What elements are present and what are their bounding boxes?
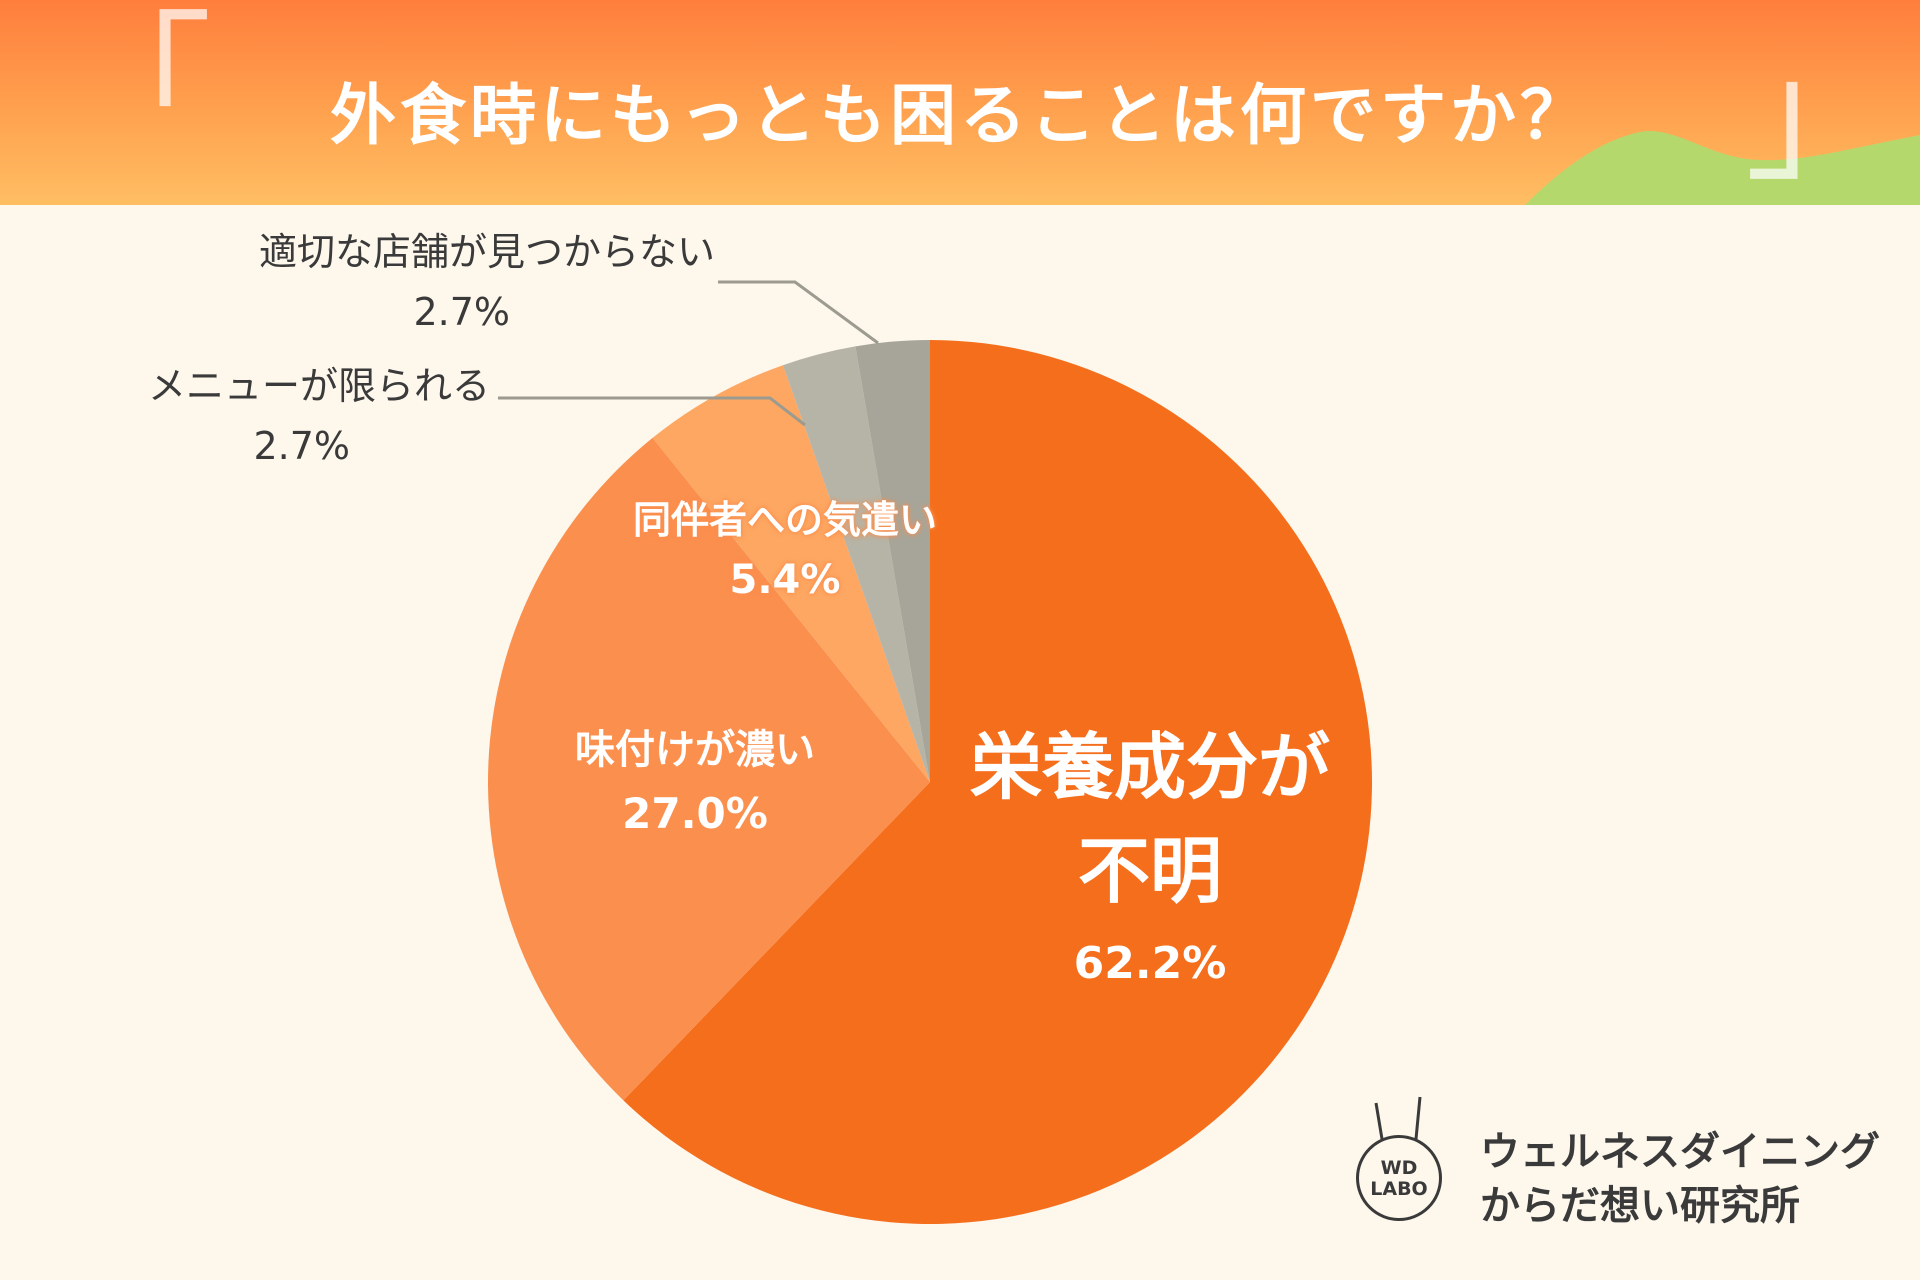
wd-labo-badge: WD LABO xyxy=(1356,1135,1442,1221)
logo: WD LABO ウェルネスダイニング からだ想い研究所 xyxy=(1340,1075,1880,1255)
logo-line2: からだ想い研究所 xyxy=(1480,1183,1800,1229)
hill-decoration xyxy=(1525,131,1920,205)
slice-companion xyxy=(652,365,930,782)
slice-nutrition xyxy=(623,340,1373,1225)
slice-value-store: 2.7% xyxy=(413,290,510,334)
slice-value-seasoning: 27.0% xyxy=(622,789,768,838)
slice-value-nutrition: 62.2% xyxy=(1073,938,1227,989)
leader-line-menu xyxy=(498,396,806,427)
slice-value-menu: 2.7% xyxy=(253,424,350,468)
badge-line1: WD xyxy=(1380,1157,1418,1179)
close-bracket: 」 xyxy=(1745,28,1896,202)
slice-name-menu: メニューが限られる xyxy=(147,364,490,408)
slice-seasoning xyxy=(488,437,930,1101)
page-title: 外食時にもっとも困ることは何ですか？ xyxy=(330,77,1590,154)
slice-value-companion: 5.4% xyxy=(729,557,841,603)
flask-neck-icon xyxy=(1374,1096,1422,1140)
slice-store xyxy=(855,340,930,782)
badge-line2: LABO xyxy=(1370,1178,1428,1200)
logo-line1: ウェルネスダイニング xyxy=(1480,1129,1880,1175)
slice-label-nutrition: 栄養成分が 不明 62.2% xyxy=(930,715,1370,999)
slice-label-seasoning: 味付けが濃い 27.0% xyxy=(515,718,875,846)
slice-menu xyxy=(782,346,930,782)
slice-name-companion: 同伴者への気遣い xyxy=(632,498,937,542)
open-bracket: 「 xyxy=(62,0,213,172)
slice-label-companion: 同伴者への気遣い 5.4% xyxy=(585,490,985,610)
logo-text: ウェルネスダイニング からだ想い研究所 xyxy=(1480,1125,1880,1233)
header-banner: 「 」 外食時にもっとも困ることは何ですか？ xyxy=(0,0,1920,205)
slice-name-store: 適切な店舗が見つからない xyxy=(258,230,715,274)
leader-line-store xyxy=(718,280,879,345)
slice-label-menu: メニューが限られる 2.7% xyxy=(20,356,500,476)
slice-name-nutrition: 栄養成分が 不明 xyxy=(969,725,1330,913)
slice-name-seasoning: 味付けが濃い xyxy=(575,727,815,773)
slice-label-store: 適切な店舗が見つからない 2.7% xyxy=(150,222,770,342)
